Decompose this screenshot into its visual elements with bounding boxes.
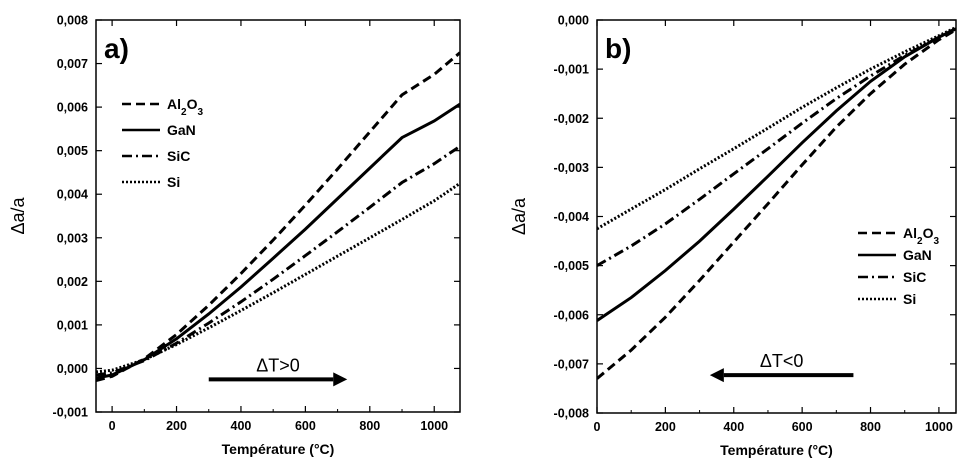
annotation-arrow-head	[709, 368, 724, 383]
x-tick-label: 0	[594, 420, 601, 434]
legend-label-gan: GaN	[167, 122, 196, 138]
x-tick-label: 600	[295, 419, 316, 433]
y-tick-label: 0,003	[57, 231, 88, 245]
y-tick-label: 0,000	[558, 14, 589, 28]
x-tick-label: 1000	[420, 419, 448, 433]
y-tick-label: -0,004	[554, 210, 589, 224]
x-tick-label: 200	[166, 419, 187, 433]
y-tick-label: 0,000	[57, 362, 88, 376]
legend-label-si: Si	[167, 174, 180, 190]
y-tick-label: -0,003	[554, 161, 589, 175]
annotation-arrow-head	[333, 372, 348, 387]
series-line-gan	[96, 102, 460, 380]
x-tick-label: 400	[723, 420, 744, 434]
chart-panel-a: 0 200 400 600 800 1000 -0,001 0,000 0,001 0,002 0,…	[8, 14, 461, 457]
y-tick-label: 0,005	[57, 144, 88, 158]
chart-panel-b: 0 200 400 600 800 1000 -0,008 -0,007 -0,006 -0,00…	[509, 14, 957, 458]
y-tick-label: 0,008	[57, 14, 88, 28]
x-axis-title: Température (°C)	[222, 441, 335, 457]
y-axis-title: Δa/a	[509, 197, 529, 235]
x-axis-title: Température (°C)	[720, 442, 833, 458]
annotation-label: ΔT>0	[256, 355, 300, 375]
y-tick-label: -0,007	[554, 357, 589, 371]
y-axis-title: Δa/a	[8, 196, 28, 234]
y-tick-label: -0,001	[53, 406, 88, 420]
series-line-al2o3	[96, 51, 460, 383]
series-line-sic	[597, 27, 956, 267]
plot-frame	[95, 19, 461, 413]
legend-label-sic: SiC	[903, 269, 926, 285]
legend-label-gan: GaN	[903, 247, 932, 263]
series-line-al2o3	[597, 28, 956, 380]
y-tick-label: -0,002	[554, 112, 589, 126]
y-tick-label: -0,005	[554, 259, 589, 273]
y-tick-label: 0,004	[57, 188, 88, 202]
y-tick-label: 0,001	[57, 318, 88, 332]
series-line-gan	[597, 27, 956, 322]
legend-label-al2o3: Al2O3	[167, 96, 203, 118]
legend-label-si: Si	[903, 291, 916, 307]
panel-label: b)	[605, 33, 631, 64]
x-tick-label: 0	[109, 419, 116, 433]
y-tick-label: 0,007	[57, 57, 88, 71]
legend-label-al2o3: Al2O3	[903, 225, 939, 247]
x-tick-label: 200	[655, 420, 676, 434]
series-line-si	[597, 26, 956, 231]
panel-label: a)	[104, 33, 129, 64]
legend-label-sic: SiC	[167, 148, 190, 164]
x-tick-label: 800	[359, 419, 380, 433]
y-tick-label: 0,002	[57, 275, 88, 289]
series-line-sic	[96, 145, 460, 377]
annotation-label: ΔT<0	[760, 351, 804, 371]
x-tick-label: 600	[792, 420, 813, 434]
x-tick-label: 800	[860, 420, 881, 434]
y-tick-label: -0,001	[554, 63, 589, 77]
y-tick-label: -0,008	[554, 407, 589, 421]
y-tick-label: -0,006	[554, 308, 589, 322]
series-line-si	[96, 182, 460, 374]
x-tick-label: 1000	[925, 420, 953, 434]
x-tick-label: 400	[231, 419, 252, 433]
y-tick-label: 0,006	[57, 101, 88, 115]
